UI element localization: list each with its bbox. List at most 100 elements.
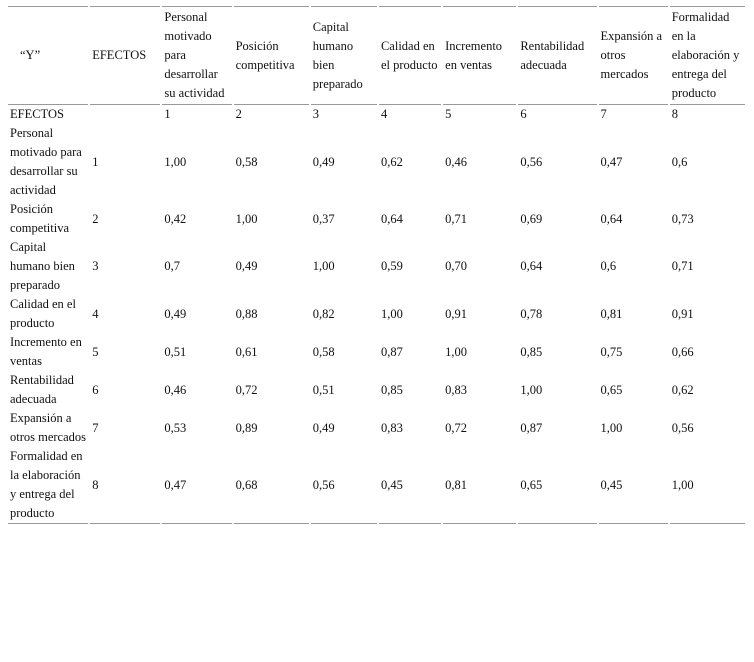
table-header: “Y” EFECTOS Personal motivado para desarro… [8,6,745,105]
cell: 6 [520,107,527,121]
cell: 0,56 [671,420,694,435]
cell: 1,00 [380,306,403,321]
cell: 0,81 [600,306,623,321]
cell: 0,78 [520,306,543,321]
cell: 0,88 [235,306,258,321]
cell: 1,00 [312,259,335,273]
table-row: Personal motivado para desarrollar su ac… [8,124,745,200]
row-label: Incremento en ventas [10,335,82,368]
cell: 3 [92,259,99,273]
row-label: Rentabilidad adecuada [10,373,74,406]
cell: 0,64 [600,211,623,226]
cell: 0,6 [600,259,617,273]
cell: 0,49 [235,259,258,273]
row-label: Formalidad en la elaboración y entrega d… [8,447,89,524]
cell: 0,91 [445,306,468,321]
cell: 0,65 [600,382,623,397]
header-cell: Incremento en ventas [443,6,517,105]
cell: 0,89 [235,420,258,435]
table-row: Calidad en el producto 4 0,49 0,88 0,82 1,00 0… [8,295,745,333]
cell: 0,87 [520,420,543,435]
cell: 0,45 [598,447,668,524]
cell: 0,83 [380,420,403,435]
row-label: Posición competitiva [10,202,70,235]
cell: 0,64 [520,259,543,273]
table-body: EFECTOS 1 2 3 4 5 6 7 8 Personal motivado para de… [8,105,745,524]
cell: 1,00 [520,382,543,397]
cell: 0,91 [671,306,694,321]
header-cell: Posición competitiva [233,6,309,105]
cell: 1,00 [600,420,623,435]
cell: 0,64 [380,211,403,226]
header-cell: Expansión a otros mercados [598,6,668,105]
cell: 0,59 [380,259,403,273]
cell: 0,42 [164,211,187,226]
cell: 7 [600,107,607,121]
cell: 5 [445,107,452,121]
cell: 0,65 [518,447,597,524]
cell: 6 [92,382,99,397]
row-label: Capital humano bien preparado [10,240,75,292]
cell: 0,45 [378,447,442,524]
header-cell: “Y” [8,6,89,105]
cell: 0,85 [520,344,543,359]
header-cell: Rentabilidad adecuada [518,6,597,105]
cell: 0,49 [164,306,187,321]
cell: 4 [92,306,99,321]
cell: 0,46 [445,154,468,169]
cell: 0,58 [235,154,258,169]
cell: 0,82 [312,306,335,321]
cell: 0,72 [235,382,258,397]
cell: 2 [92,211,99,226]
cell: 8 [90,447,161,524]
cell: 1,00 [235,211,258,226]
cell: 0,62 [380,154,403,169]
cell: 0,56 [310,447,377,524]
header-cell: Calidad en el producto [378,6,442,105]
cell: 4 [380,107,388,121]
cell: 1,00 [669,447,745,524]
cell: 0,81 [443,447,517,524]
header-cell: Capital humano bien preparado [310,6,377,105]
header-cell: Formalidad en la elaboración y entrega d… [669,6,745,105]
cell: 0,47 [600,154,623,169]
cell: 0,49 [312,420,335,435]
cell: 0,7 [164,259,181,273]
cell: 0,62 [671,382,694,397]
cell: 1,00 [445,344,468,359]
row-label: Calidad en el producto [10,297,76,330]
cell: 0,49 [312,154,335,169]
header-cell: Personal motivado para desarrollar su ac… [162,6,232,105]
cell: 0,51 [164,344,187,359]
cell: 0,53 [164,420,187,435]
cell: 0,46 [164,382,187,397]
cell: 1 [92,154,99,169]
table-row: Formalidad en la elaboración y entrega d… [8,447,745,524]
table-row: Incremento en ventas 5 0,51 0,61 0,58 0,87 1,0… [8,333,745,371]
cell: 1 [164,107,171,121]
table-row: Capital humano bien preparado 3 0,7 0,49 1,0… [8,238,745,295]
cell: 1,00 [164,154,187,169]
cell: 0,83 [445,382,468,397]
row-label: Personal motivado para desarrollar su ac… [10,126,82,197]
cell: 0,6 [671,154,688,169]
cell: 0,73 [671,211,694,226]
cell: 7 [92,420,99,435]
table-row: EFECTOS 1 2 3 4 5 6 7 8 [8,105,745,124]
cell: 0,85 [380,382,403,397]
cell: 5 [92,344,99,359]
table-row: Rentabilidad adecuada 6 0,46 0,72 0,51 0,85 0,… [8,371,745,409]
cell: 0,71 [445,211,468,226]
cell: 0,61 [235,344,258,359]
cell: 0,37 [312,211,335,226]
cell: 0,51 [312,382,335,397]
cell: 0,47 [162,447,232,524]
cell: 0,68 [233,447,309,524]
cell: 0,66 [671,344,694,359]
cell: 2 [235,107,242,121]
cell: 0,71 [671,259,694,273]
table-row: Expansión a otros mercados 7 0,53 0,89 0,49 0… [8,409,745,447]
cell: 0,70 [445,259,468,273]
table-row: Posición competitiva 2 0,42 1,00 0,37 0,64 0,7… [8,200,745,238]
